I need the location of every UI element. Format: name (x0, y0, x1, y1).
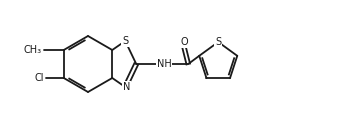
Text: CH₃: CH₃ (24, 45, 42, 55)
Text: NH: NH (157, 59, 172, 69)
Text: O: O (180, 37, 188, 47)
Text: Cl: Cl (34, 73, 44, 83)
Text: S: S (215, 37, 221, 47)
Text: S: S (122, 36, 128, 46)
Text: N: N (122, 82, 130, 92)
